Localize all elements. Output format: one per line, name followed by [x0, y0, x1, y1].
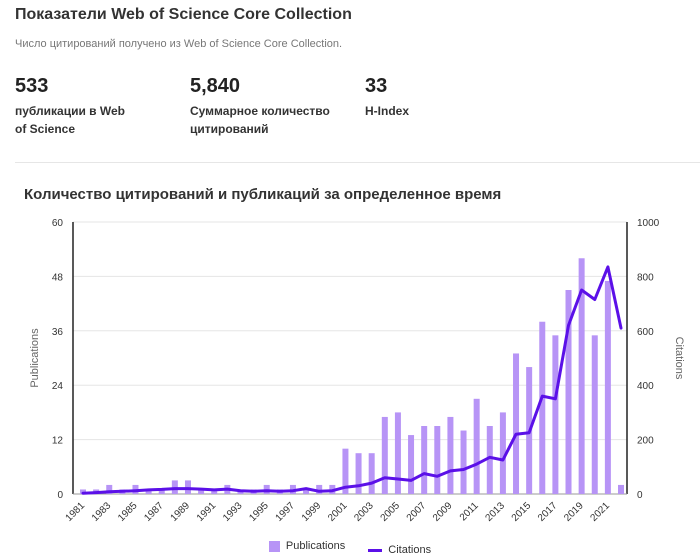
x-tick-label: 1993 [221, 500, 245, 524]
y2-tick-label: 400 [637, 381, 654, 392]
bar-publications [342, 448, 349, 494]
x-tick-label: 1985 [116, 500, 140, 524]
x-tick-label: 2021 [588, 500, 612, 524]
y-tick-label: 24 [52, 381, 64, 392]
x-tick-label: 2015 [510, 500, 534, 524]
y-tick-label: 12 [52, 436, 64, 447]
y2-tick-label: 0 [637, 490, 643, 501]
x-tick-label: 1987 [142, 500, 166, 524]
y2-tick-label: 1000 [637, 218, 660, 229]
x-tick-label: 2017 [536, 500, 560, 524]
x-tick-label: 1983 [90, 500, 114, 524]
x-tick-label: 1989 [169, 500, 193, 524]
x-tick-label: 2003 [352, 500, 376, 524]
metric-label: публикации в Web of Science [15, 104, 126, 136]
y-tick-label: 0 [57, 490, 63, 501]
bar-publications [421, 426, 428, 494]
y2-tick-label: 600 [637, 327, 654, 338]
metric-value: 33 [365, 75, 388, 97]
bar-publications [434, 426, 441, 494]
bar-publications [539, 321, 546, 494]
y-axis-label: Publications [29, 328, 41, 388]
bar-publications [394, 412, 401, 494]
y-tick-label: 60 [52, 218, 64, 229]
bar-publications [486, 426, 493, 494]
legend-swatch-line [368, 548, 383, 552]
x-tick-label: 2007 [405, 500, 429, 524]
bar-publications [565, 290, 572, 494]
x-tick-label: 1981 [64, 500, 88, 524]
x-tick-label: 1991 [195, 500, 219, 524]
bar-publications [303, 489, 310, 494]
bar-publications [618, 484, 624, 494]
metric-label: Суммарное количество цитирований [190, 104, 330, 136]
bar-publications [408, 435, 415, 494]
x-tick-label: 2013 [484, 500, 508, 524]
y2-tick-label: 800 [637, 272, 654, 283]
x-tick-label: 1997 [274, 500, 298, 524]
bar-publications [460, 430, 467, 494]
x-tick-label: 1999 [300, 500, 324, 524]
bar-publications [145, 489, 152, 494]
bar-publications [447, 416, 454, 494]
bar-publications [513, 353, 520, 494]
bar-publications [158, 489, 165, 494]
bar-publications [578, 258, 585, 494]
bar-publications [473, 398, 480, 494]
metric-label: H-Index [365, 104, 410, 118]
y-tick-label: 36 [52, 327, 64, 338]
x-tick-label: 2005 [379, 500, 403, 524]
chart-legend: Publications Citations [0, 540, 700, 556]
line-citations [81, 265, 623, 495]
legend-item-citations[interactable]: Citations [368, 544, 431, 556]
metric-h-index: 33 H-Index [365, 74, 535, 120]
bar-publications [381, 416, 388, 494]
legend-item-publications[interactable]: Publications [268, 540, 346, 552]
page-subtitle: Число цитирований получено из Web of Sci… [15, 38, 343, 50]
y2-axis-label: Citations [673, 337, 685, 380]
y2-tick-label: 200 [637, 436, 654, 447]
bar-publications [604, 280, 611, 494]
metric-value: 5,840 [190, 75, 241, 97]
legend-label: Citations [388, 544, 432, 556]
bar-publications [368, 453, 375, 494]
divider [15, 162, 700, 163]
bar-publications [198, 489, 205, 494]
bar-publications [591, 335, 598, 494]
chart-title: Количество цитирований и публикаций за о… [24, 186, 502, 203]
metric-value: 533 [15, 75, 49, 97]
metric-citations: 5,840 Суммарное количество цитирований [190, 74, 360, 138]
x-tick-label: 2001 [326, 500, 350, 524]
x-tick-label: 1995 [247, 500, 271, 524]
x-tick-label: 2019 [562, 500, 586, 524]
bar-publications [552, 335, 559, 494]
y-tick-label: 48 [52, 272, 64, 283]
legend-swatch-bar [268, 540, 280, 552]
bar-publications [499, 412, 506, 494]
bar-publications [106, 484, 113, 494]
bar-publications [316, 484, 323, 494]
x-tick-label: 2011 [458, 500, 481, 523]
page-title: Показатели Web of Science Core Collectio… [15, 6, 352, 23]
bar-publications [211, 489, 218, 494]
x-tick-label: 2009 [431, 500, 455, 524]
bar-publications [355, 453, 362, 494]
metric-publications: 533 публикации в Web of Science [15, 74, 185, 138]
legend-label: Publications [285, 540, 346, 552]
